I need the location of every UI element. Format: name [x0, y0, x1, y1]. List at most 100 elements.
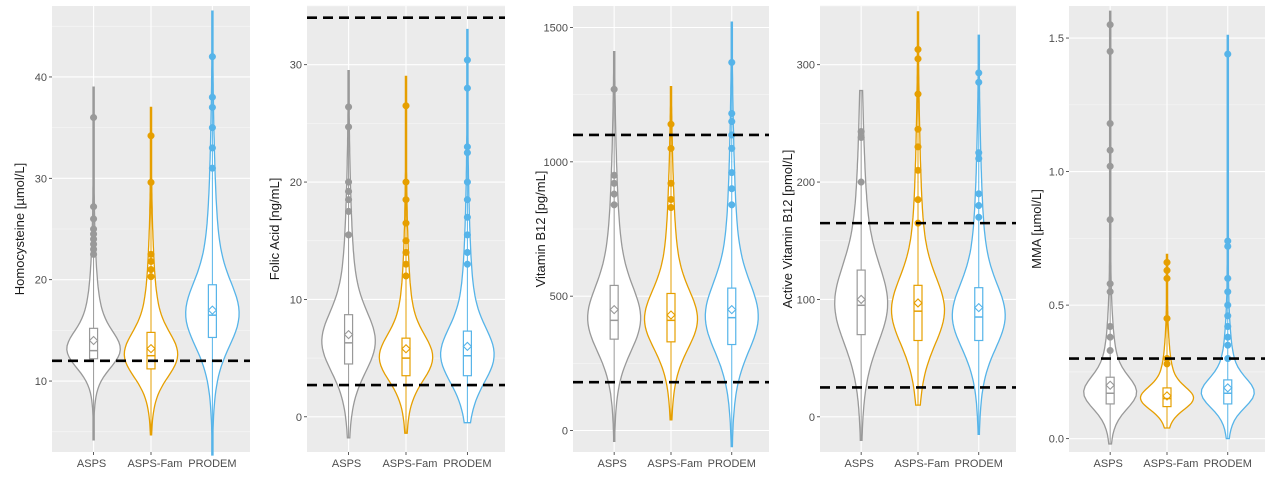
y-tick-label: 0 — [809, 412, 815, 424]
panel-3: 0 500 1000 1500 Vitamin B12 [pg/mL] ASPS ASPS-… — [533, 6, 769, 470]
outlier-point — [914, 143, 922, 151]
outlier-point — [345, 123, 353, 131]
outlier-point — [857, 178, 865, 186]
outlier-point — [402, 196, 410, 204]
x-tick-label: ASPS — [1094, 458, 1123, 470]
y-axis-label: Vitamin B12 [pg/mL] — [533, 171, 548, 288]
iqr-box — [88, 327, 99, 360]
outlier-point — [1106, 216, 1114, 224]
violin-prodem — [185, 10, 240, 456]
outlier-point — [610, 85, 618, 93]
outlier-point — [463, 178, 471, 186]
y-tick-label: 200 — [797, 177, 815, 189]
y-tick-label: 100 — [797, 294, 815, 306]
outlier-point — [610, 171, 618, 179]
outlier-point — [147, 178, 155, 186]
y-axis-label: Active Vitamin B12 [pmol/L] — [780, 150, 795, 309]
iqr-box — [974, 287, 984, 342]
outlier-point — [728, 58, 736, 66]
iqr-box — [727, 287, 737, 346]
outlier-point — [463, 213, 471, 221]
violin-asps — [1083, 10, 1138, 445]
outlier-point — [1163, 274, 1171, 282]
outlier-point — [1224, 341, 1232, 349]
outlier-point — [345, 178, 353, 186]
outlier-point — [1224, 50, 1232, 58]
outlier-point — [208, 144, 216, 152]
outlier-point — [1163, 314, 1171, 323]
outlier-point — [610, 201, 618, 209]
iqr-box — [462, 330, 472, 377]
outlier-point — [667, 120, 675, 128]
outlier-point — [402, 178, 410, 186]
y-tick-label: 10 — [35, 376, 47, 388]
outlier-point — [667, 179, 675, 187]
mean-marker — [343, 329, 354, 340]
y-tick-label: 30 — [290, 60, 302, 72]
outlier-point — [90, 203, 98, 211]
outlier-point — [1106, 346, 1114, 355]
mean-marker — [609, 304, 619, 315]
y-tick-label: 0 — [296, 412, 302, 424]
iqr-box — [207, 284, 217, 339]
y-tick-label: 1000 — [544, 157, 568, 169]
iqr-box — [401, 337, 411, 377]
y-tick-label: 0.5 — [1049, 300, 1064, 312]
outlier-point — [345, 231, 353, 239]
outlier-point — [1163, 266, 1171, 274]
outlier-point — [1106, 322, 1114, 331]
outlier-point — [914, 45, 922, 53]
outlier-point — [1163, 258, 1171, 266]
outlier-point — [208, 103, 216, 111]
outlier-point — [728, 185, 736, 193]
outlier-point — [463, 149, 471, 157]
outlier-point — [914, 166, 922, 174]
violin-prodem — [439, 28, 495, 424]
outlier-point — [402, 237, 410, 245]
mean-marker — [462, 341, 473, 352]
iqr-box — [666, 292, 676, 343]
outlier-point — [914, 90, 922, 98]
violin-asps — [587, 51, 642, 442]
y-axis-label: MMA [µmol/L] — [1029, 189, 1044, 269]
outlier-point — [463, 260, 471, 268]
outlier-point — [402, 102, 410, 110]
x-tick-label: PRODEM — [443, 458, 491, 470]
outlier-point — [610, 179, 618, 187]
outlier-point — [402, 248, 410, 257]
iqr-box — [1105, 376, 1115, 405]
y-tick-label: 1500 — [544, 22, 568, 34]
y-tick-label: 0.0 — [1049, 434, 1064, 446]
iqr-box — [913, 284, 923, 342]
iqr-box — [146, 331, 156, 370]
violin-asps — [66, 86, 121, 441]
violin-asps-fam — [378, 75, 434, 434]
outlier-point — [667, 144, 675, 152]
mean-marker — [1222, 383, 1233, 393]
y-tick-label: 500 — [550, 291, 568, 303]
panel-4: 0 100 200 300 Active Vitamin B12 [pmol/L] ASP… — [780, 5, 1016, 470]
outlier-point — [147, 257, 155, 265]
outlier-point — [463, 196, 471, 204]
iqr-box — [609, 284, 619, 340]
x-tick-label: ASPS — [77, 458, 106, 470]
x-tick-label: ASPS-Fam — [647, 458, 702, 470]
outlier-point — [914, 125, 922, 133]
panel-1: 10 20 30 40 Homocysteine [µmol/L] ASPS ASPS-Fa… — [12, 6, 250, 470]
mean-marker — [401, 343, 411, 354]
mean-marker — [973, 302, 984, 313]
outlier-point — [857, 128, 865, 136]
outlier-point — [667, 195, 675, 203]
x-tick-label: PRODEM — [1204, 458, 1252, 470]
x-tick-label: ASPS — [332, 458, 361, 470]
outlier-point — [728, 117, 736, 126]
outlier-point — [463, 231, 471, 239]
y-axis-label: Homocysteine [µmol/L] — [12, 163, 27, 295]
outlier-point — [1224, 288, 1232, 296]
panel-2: 0 10 20 30 Folic Acid [ng/mL] ASPS ASPS-Fam PRO… — [267, 5, 505, 470]
outlier-point — [463, 143, 471, 151]
iqr-box — [856, 269, 866, 336]
y-tick-label: 30 — [35, 173, 47, 185]
outlier-point — [975, 69, 983, 77]
outlier-point — [1224, 322, 1232, 331]
